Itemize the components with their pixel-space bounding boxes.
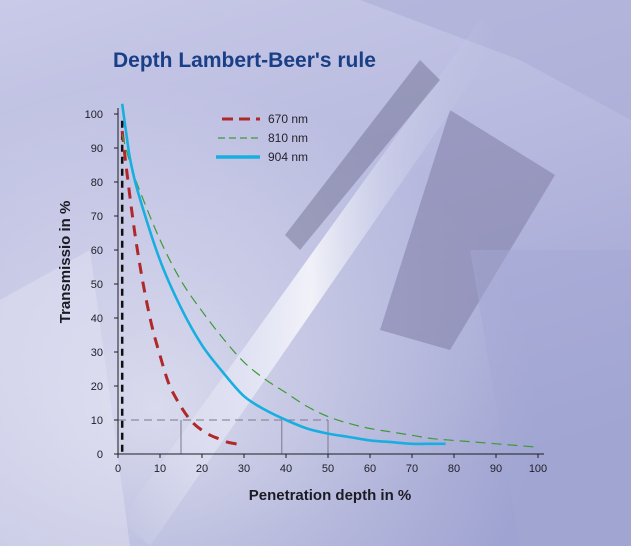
x-tick-label: 80	[448, 463, 460, 475]
axes: 0 10 20 30 40 50 60 70 80 90 100 0 10 20 30 40 50 60 70 80 9…	[85, 108, 547, 475]
y-tick-label: 60	[91, 245, 103, 257]
y-axis-label: Transmissio in %	[57, 201, 74, 324]
legend-label: 810 nm	[268, 131, 308, 145]
y-tick-label: 50	[91, 279, 103, 291]
legend-label: 670 nm	[268, 112, 308, 126]
x-tick-label: 90	[490, 463, 502, 475]
y-tick-label: 30	[91, 347, 103, 359]
y-tick-label: 40	[91, 313, 103, 325]
y-tick-label: 80	[91, 177, 103, 189]
series-group	[120, 103, 539, 448]
reference-lines	[118, 120, 329, 454]
x-tick-label: 20	[196, 463, 208, 475]
x-tick-label: 60	[364, 463, 376, 475]
series-line-670-nm	[120, 130, 245, 447]
x-tick-label: 70	[406, 463, 418, 475]
x-tick-label: 40	[280, 463, 292, 475]
y-tick-label: 90	[91, 143, 103, 155]
y-tick-label: 0	[97, 449, 103, 461]
y-tick-label: 70	[91, 211, 103, 223]
x-tick-label: 100	[529, 463, 547, 475]
y-tick-label: 20	[91, 381, 103, 393]
legend-label: 904 nm	[268, 150, 308, 164]
x-tick-label: 10	[154, 463, 166, 475]
series-line-904-nm	[120, 103, 446, 446]
legend: 670 nm 810 nm 904 nm	[216, 112, 308, 164]
y-tick-label: 10	[91, 415, 103, 427]
y-tick-label: 100	[85, 109, 103, 121]
x-axis-label: Penetration depth in %	[249, 487, 412, 504]
x-tick-label: 0	[115, 463, 121, 475]
chart-title: Depth Lambert-Beer's rule	[113, 49, 376, 72]
x-tick-label: 50	[322, 463, 334, 475]
series-line-810-nm	[121, 134, 539, 448]
x-tick-label: 30	[238, 463, 250, 475]
